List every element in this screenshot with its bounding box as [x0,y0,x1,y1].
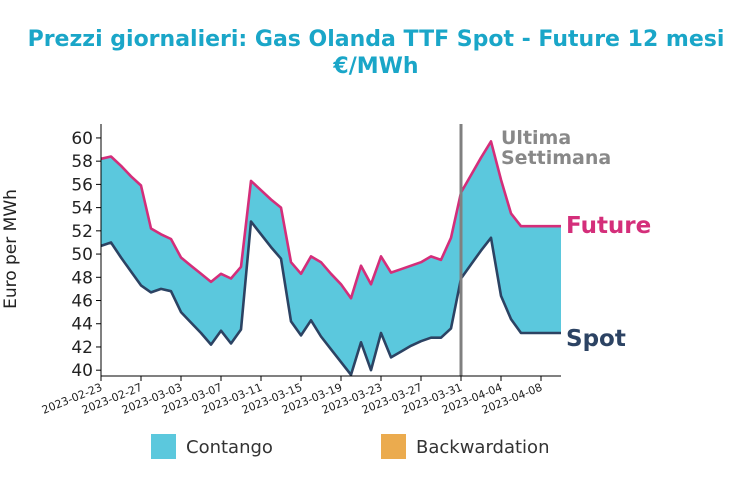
y-tick-label: 44 [71,315,93,335]
spot-line [100,220,561,377]
week-label-line1: Ultima [501,127,571,149]
y-tick-label: 56 [71,175,93,195]
contango-area [101,141,561,375]
legend-label-backwardation: Backwardation [416,437,549,458]
y-tick-label: 42 [71,338,93,358]
y-tick-label: 48 [71,268,93,288]
legend-swatch-backwardation [381,434,406,459]
legend-label-contango: Contango [186,437,273,458]
y-tick-label: 54 [71,199,93,219]
plot-area [100,124,561,377]
chart-title: Prezzi giornalieri: Gas Olanda TTF Spot … [28,27,725,52]
legend-swatch-contango [151,434,176,459]
chart-subtitle: €/MWh [332,54,418,79]
y-tick-label: 58 [71,152,93,172]
legend: Contango Backwardation [151,434,549,459]
spot-end-label: Spot [566,326,626,352]
y-axis-label: Euro per MWh [1,189,21,309]
y-tick-label: 52 [71,222,93,242]
future-end-label: Future [566,213,651,239]
future-line [100,140,561,300]
y-tick-label: 40 [71,361,93,381]
y-tick-label: 60 [71,129,93,149]
y-tick-label: 46 [71,292,93,312]
week-label-line2: Settimana [501,147,611,169]
y-tick-label: 50 [71,245,93,265]
axes: 40424446485052545658602023-02-232023-02-… [40,124,561,417]
